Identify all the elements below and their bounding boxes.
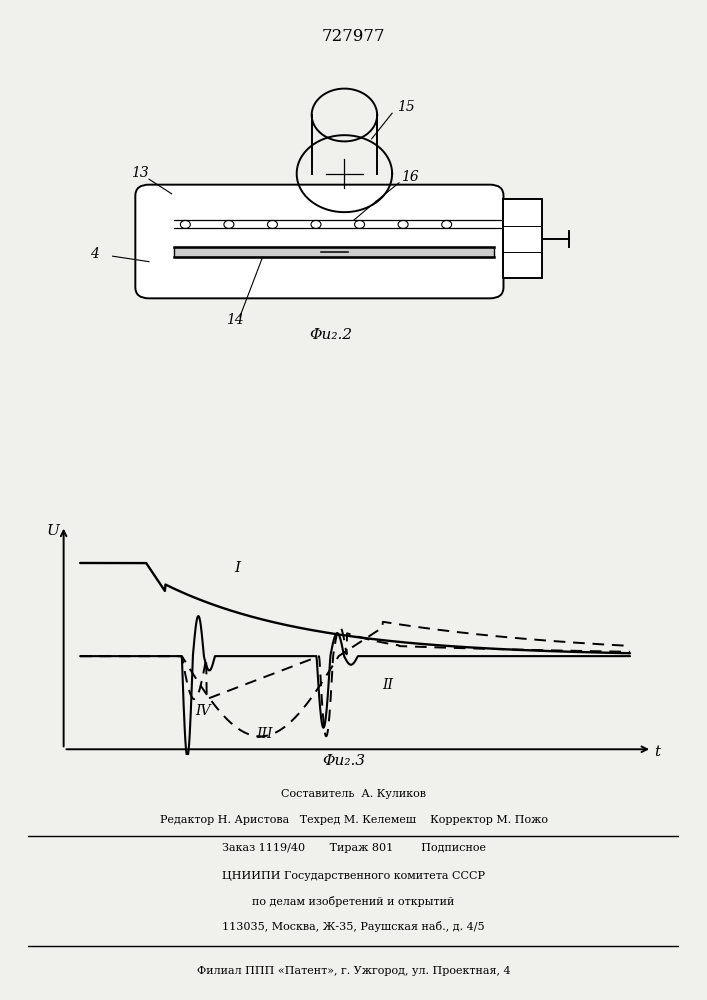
Bar <box>174 247 494 257</box>
Circle shape <box>267 220 277 228</box>
Text: U: U <box>46 524 59 538</box>
Bar <box>503 199 542 278</box>
Circle shape <box>355 220 365 228</box>
Text: ЦНИИПИ Государственного комитета СССР: ЦНИИПИ Государственного комитета СССР <box>222 871 485 881</box>
Text: I: I <box>234 561 240 575</box>
Circle shape <box>224 220 234 228</box>
Circle shape <box>442 220 452 228</box>
Text: t: t <box>655 745 660 759</box>
Circle shape <box>311 220 321 228</box>
Text: II: II <box>382 678 394 692</box>
Text: Φu₂.2: Φu₂.2 <box>309 328 352 342</box>
Text: 14: 14 <box>226 313 244 327</box>
Text: 13: 13 <box>131 166 148 180</box>
Text: 727977: 727977 <box>322 28 385 45</box>
Text: 113035, Москва, Ж-35, Раушская наб., д. 4/5: 113035, Москва, Ж-35, Раушская наб., д. … <box>222 922 485 932</box>
Text: Филиал ППП «Патент», г. Ужгород, ул. Проектная, 4: Филиал ППП «Патент», г. Ужгород, ул. Про… <box>197 966 510 976</box>
Circle shape <box>180 220 190 228</box>
Text: 15: 15 <box>397 100 414 114</box>
Text: 16: 16 <box>402 170 419 184</box>
Text: Составитель  А. Куликов: Составитель А. Куликов <box>281 789 426 799</box>
Text: Заказ 1119/40       Тираж 801        Подписное: Заказ 1119/40 Тираж 801 Подписное <box>221 843 486 853</box>
Text: Φu₂.3: Φu₂.3 <box>322 754 366 768</box>
Text: III: III <box>256 727 273 741</box>
Text: Редактор Н. Аристова   Техред М. Келемеш    Корректор М. Пожо: Редактор Н. Аристова Техред М. Келемеш К… <box>160 815 547 825</box>
Circle shape <box>398 220 408 228</box>
Text: IV: IV <box>196 704 211 718</box>
FancyBboxPatch shape <box>135 185 503 298</box>
Text: по делам изобретений и открытий: по делам изобретений и открытий <box>252 896 455 907</box>
Text: 4: 4 <box>90 247 99 261</box>
